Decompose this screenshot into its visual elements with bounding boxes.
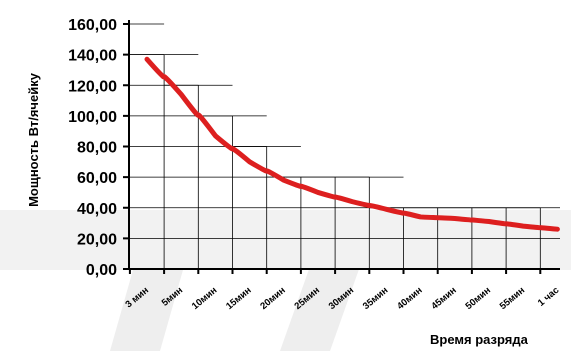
x-tick-label: 1 час	[536, 285, 561, 309]
x-tick-label: 55мин	[498, 285, 528, 312]
x-tick-label: 20мин	[258, 285, 288, 312]
x-tick-label: 40мин	[395, 285, 425, 312]
y-tick-label: 20,00	[77, 231, 117, 248]
y-axis-label: Мощность Вт/ячейку	[26, 72, 41, 207]
y-tick-labels: 0,00 20,00 40,00 60,00 80,00 100,00 120,00 140,…	[68, 17, 117, 279]
y-tick-label: 160,00	[68, 17, 117, 34]
y-tick-label: 100,00	[68, 109, 117, 126]
x-tick-label: 50мин	[463, 285, 493, 312]
y-tick-label: 80,00	[77, 140, 117, 157]
series-line	[144, 56, 560, 232]
y-tick-label: 0,00	[86, 262, 117, 279]
x-axis-label: Время разряда	[430, 332, 529, 347]
series-layer	[144, 56, 560, 232]
y-tick-label: 140,00	[68, 48, 117, 65]
grid-lines	[129, 23, 560, 239]
x-tick-label: 10мин	[190, 285, 220, 312]
y-tick-label: 60,00	[77, 170, 117, 187]
x-tick-label: 35мин	[361, 285, 391, 312]
x-tick-label: 45мин	[429, 285, 459, 312]
axes	[123, 20, 560, 274]
y-tick-label: 120,00	[68, 78, 117, 95]
x-tick-label: 15мин	[224, 285, 254, 312]
step-outline	[129, 54, 541, 269]
y-tick-label: 40,00	[77, 201, 117, 218]
